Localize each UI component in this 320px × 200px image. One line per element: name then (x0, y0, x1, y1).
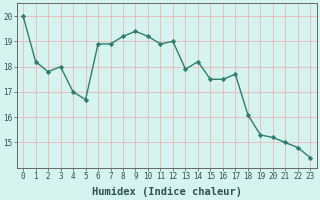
X-axis label: Humidex (Indice chaleur): Humidex (Indice chaleur) (92, 186, 242, 197)
